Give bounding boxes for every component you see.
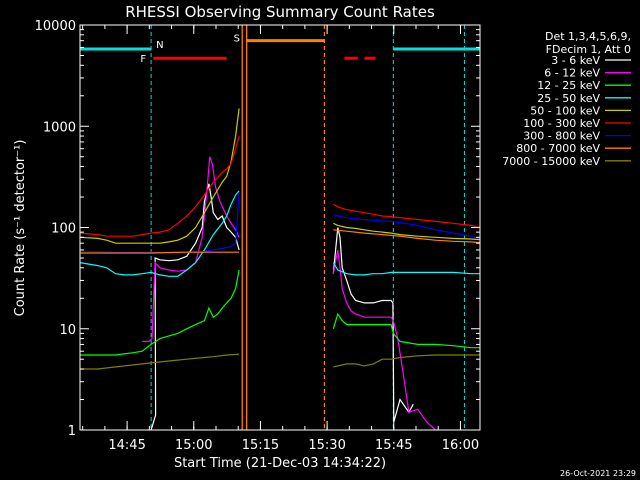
x-tick-label-5: 16:00 <box>442 438 479 453</box>
series-0-segment-0 <box>150 183 240 431</box>
series-6-segment-1 <box>333 213 481 239</box>
plot-frame <box>79 24 481 431</box>
series-8-segment-1 <box>333 354 480 368</box>
y-tick-label-3: 1000 <box>43 120 76 135</box>
legend-label-0: 3 - 6 keV <box>551 54 600 67</box>
series-1-segment-1 <box>332 249 437 431</box>
series-3-segment-0 <box>79 190 240 277</box>
saa-label: S <box>234 34 240 45</box>
legend-label-6: 300 - 800 keV <box>523 130 600 143</box>
series-4-segment-0 <box>79 108 240 244</box>
legend-label-7: 800 - 7000 keV <box>516 142 600 155</box>
legend-label-4: 50 - 100 keV <box>530 104 600 117</box>
series-7-segment-0 <box>80 251 240 254</box>
footer-timestamp: 26-Oct-2021 23:29 <box>560 469 636 478</box>
y-tick-label-1: 10 <box>59 323 76 338</box>
x-tick-label-1: 15:00 <box>175 438 212 453</box>
x-tick-label-3: 15:30 <box>308 438 345 453</box>
series-1-segment-0 <box>142 156 240 342</box>
y-tick-label-4: 10000 <box>35 19 76 34</box>
series-3-segment-1 <box>332 262 480 276</box>
legend-header-1: Det 1,3,4,5,6,9, <box>545 30 631 43</box>
legend-label-2: 12 - 25 keV <box>537 79 600 92</box>
legend: Det 1,3,4,5,6,9, FDecim 1, Att 0 3 - 6 k… <box>502 30 631 168</box>
legend-label-1: 6 - 12 keV <box>544 67 600 80</box>
x-tick-label-4: 15:45 <box>375 438 412 453</box>
x-tick-label-2: 15:15 <box>242 438 279 453</box>
series-2-segment-0 <box>80 269 240 356</box>
y-tick-label-0: 1 <box>68 424 76 439</box>
legend-label-3: 25 - 50 keV <box>537 92 600 105</box>
series-7-segment-1 <box>333 229 481 244</box>
series-5-segment-1 <box>332 203 481 229</box>
series-2-segment-1 <box>332 312 480 349</box>
chart-title: RHESSI Observing Summary Count Rates <box>125 3 435 21</box>
night-label: N <box>156 40 163 51</box>
flare-label: F <box>140 54 146 65</box>
legend-label-8: 7000 - 15000 keV <box>502 155 600 168</box>
legend-header-2: FDecim 1, Att 0 <box>546 43 631 56</box>
plot-axes: 1 10 100 1000 10000 14:45 15:00 15:15 15:30 15:45… <box>35 19 481 453</box>
plot-marks: NF S <box>79 25 481 431</box>
series-8-segment-0 <box>80 353 240 370</box>
series-4-segment-1 <box>333 222 481 241</box>
legend-label-5: 100 - 300 keV <box>523 117 600 130</box>
y-tick-label-2: 100 <box>51 222 76 237</box>
x-tick-label-0: 14:45 <box>108 438 145 453</box>
series-0-segment-1 <box>332 227 414 423</box>
y-axis-label: Count Rate (s⁻¹ detector⁻¹) <box>13 140 28 317</box>
series-5-segment-0 <box>79 135 240 237</box>
x-axis-label: Start Time (21-Dec-03 14:34:22) <box>174 456 386 471</box>
